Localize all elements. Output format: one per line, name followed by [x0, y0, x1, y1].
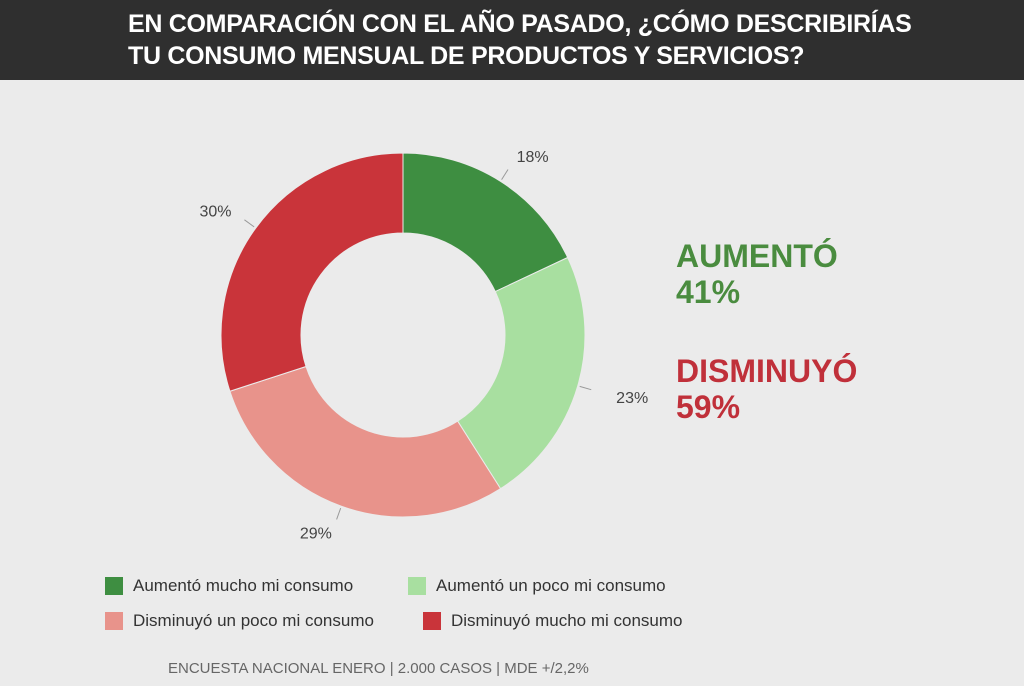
slice-leader-line-3	[336, 507, 342, 520]
title-line-1: EN COMPARACIÓN CON EL AÑO PASADO, ¿CÓMO …	[128, 10, 912, 38]
slice-label-2: 23%	[616, 390, 648, 407]
header-bar: EN COMPARACIÓN CON EL AÑO PASADO, ¿CÓMO …	[0, 0, 1024, 80]
footer-note: ENCUESTA NACIONAL ENERO | 2.000 CASOS | …	[168, 660, 589, 677]
legend-label-4: Disminuyó mucho mi consumo	[451, 611, 683, 630]
increase-value: 41%	[676, 274, 741, 310]
legend-label-2: Aumentó un poco mi consumo	[436, 576, 666, 595]
legend-swatch-4	[423, 612, 441, 630]
increase-label: AUMENTÓ	[676, 238, 838, 274]
legend-item-4: Disminuyó mucho mi consumo	[423, 611, 682, 631]
increase-summary: AUMENTÓ 41%	[676, 238, 838, 310]
donut-slice-1	[402, 152, 569, 293]
legend-swatch-2	[408, 577, 426, 595]
slice-label-1: 18%	[517, 149, 549, 166]
slice-label-3: 29%	[300, 526, 332, 543]
title-line-2: TU CONSUMO MENSUAL DE PRODUCTOS Y SERVIC…	[128, 42, 805, 70]
legend-swatch-1	[105, 577, 123, 595]
decrease-summary: DISMINUYÓ 59%	[676, 353, 857, 425]
legend-label-1: Aumentó mucho mi consumo	[133, 576, 354, 595]
slice-leader-line-4	[244, 219, 255, 228]
donut-slice-2	[456, 256, 586, 490]
decrease-label: DISMINUYÓ	[676, 353, 858, 389]
legend-item-2: Aumentó un poco mi consumo	[408, 576, 666, 596]
donut-chart: 18% 23% 29% 30%	[199, 149, 648, 543]
chart-title: EN COMPARACIÓN CON EL AÑO PASADO, ¿CÓMO …	[128, 8, 988, 72]
slice-leader-line-1	[501, 169, 509, 180]
donut-slice-3	[229, 365, 502, 518]
legend-item-1: Aumentó mucho mi consumo	[105, 576, 353, 596]
legend-label-3: Disminuyó un poco mi consumo	[133, 611, 374, 630]
donut-slice-4	[220, 152, 404, 392]
decrease-value: 59%	[676, 389, 741, 425]
slice-leader-line-2	[579, 385, 592, 391]
legend-item-3: Disminuyó un poco mi consumo	[105, 611, 374, 631]
legend-swatch-3	[105, 612, 123, 630]
slice-label-4: 30%	[199, 203, 231, 220]
